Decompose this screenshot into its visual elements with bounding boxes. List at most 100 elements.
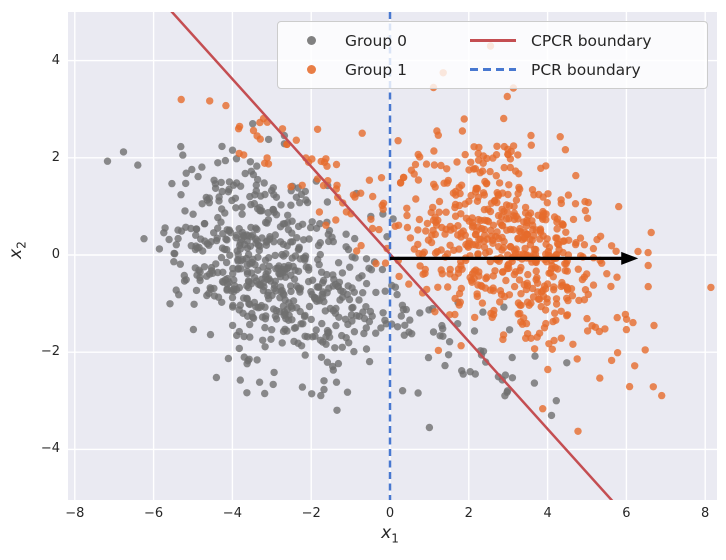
scatter-point: [535, 329, 544, 337]
scatter-point: [498, 205, 506, 214]
scatter-point: [333, 406, 341, 414]
legend-label: Group 1: [345, 60, 407, 79]
scatter-point: [478, 299, 487, 307]
scatter-point: [240, 332, 248, 341]
scatter-point: [196, 273, 204, 282]
scatter-point: [475, 272, 483, 280]
scatter-point: [473, 290, 481, 298]
scatter-point: [301, 351, 309, 359]
scatter-point: [525, 301, 533, 309]
scatter-point: [305, 235, 313, 243]
scatter-point: [481, 231, 489, 239]
scatter-point: [249, 313, 257, 321]
scatter-point: [583, 270, 591, 278]
scatter-point: [190, 300, 198, 308]
scatter-point: [442, 225, 450, 233]
scatter-point: [425, 423, 434, 432]
legend-entry-pcr: PCR boundary: [467, 55, 697, 84]
scatter-point: [437, 161, 445, 170]
scatter-point: [563, 267, 571, 275]
scatter-point: [598, 259, 606, 267]
scatter-point: [251, 274, 259, 282]
scatter-point: [541, 306, 550, 314]
scatter-point: [532, 267, 540, 275]
scatter-point: [523, 330, 532, 338]
scatter-point: [455, 301, 463, 309]
scatter-point: [514, 215, 522, 223]
scatter-point: [226, 251, 234, 259]
scatter-point: [644, 261, 652, 270]
scatter-point: [292, 136, 300, 144]
scatter-point: [405, 280, 413, 288]
scatter-point: [225, 178, 234, 186]
scatter-point: [287, 287, 295, 296]
scatter-point: [544, 190, 552, 198]
scatter-point: [557, 307, 565, 315]
scatter-point: [179, 151, 187, 159]
scatter-point: [264, 216, 273, 224]
scatter-point: [470, 327, 479, 335]
scatter-point: [540, 324, 549, 332]
scatter-point: [446, 265, 454, 274]
scatter-point: [247, 223, 255, 232]
scatter-point: [256, 118, 264, 127]
scatter-point: [589, 244, 598, 253]
scatter-point: [393, 290, 401, 299]
scatter-point: [583, 214, 592, 222]
scatter-point: [520, 281, 528, 289]
scatter-point: [563, 312, 571, 320]
scatter-point: [233, 285, 241, 294]
scatter-point: [506, 155, 515, 163]
scatter-point: [504, 251, 512, 259]
scatter-point: [329, 271, 337, 279]
scatter-point: [443, 165, 451, 173]
scatter-point: [397, 312, 405, 320]
scatter-point: [441, 361, 449, 370]
scatter-point: [308, 155, 316, 163]
scatter-point: [246, 320, 254, 329]
scatter-point: [491, 267, 499, 275]
scatter-point: [498, 233, 506, 242]
scatter-point: [431, 213, 439, 221]
scatter-point: [289, 262, 297, 271]
scatter-point: [532, 226, 540, 234]
scatter-point: [322, 221, 330, 229]
scatter-point: [429, 328, 438, 336]
scatter-point: [346, 263, 354, 271]
scatter-point: [269, 205, 277, 214]
scatter-point: [267, 335, 275, 343]
scatter-point: [504, 190, 512, 199]
scatter-point: [622, 325, 631, 334]
scatter-point: [557, 334, 565, 342]
scatter-point: [505, 181, 513, 189]
scatter-point: [287, 183, 295, 191]
scatter-point: [450, 246, 458, 254]
y-axis-label-sub: 2: [14, 241, 29, 249]
scatter-point: [238, 210, 246, 218]
scatter-point: [215, 197, 223, 205]
scatter-point: [563, 294, 571, 302]
scatter-point: [223, 274, 232, 283]
scatter-point: [372, 259, 380, 268]
scatter-point: [569, 215, 578, 224]
scatter-point: [311, 332, 319, 340]
scatter-point: [508, 353, 516, 362]
scatter-point: [287, 282, 295, 290]
scatter-point: [490, 306, 498, 315]
scatter-point: [521, 250, 529, 259]
x-tick-label: −4: [222, 506, 242, 521]
scatter-point: [552, 397, 560, 405]
scatter-point: [333, 181, 341, 189]
scatter-point: [399, 173, 408, 182]
scatter-point: [649, 383, 657, 391]
scatter-point: [461, 200, 469, 208]
scatter-point: [631, 362, 639, 370]
scatter-point: [347, 311, 356, 319]
scatter-point: [214, 159, 222, 167]
scatter-point: [482, 180, 491, 188]
scatter-point: [218, 142, 226, 151]
scatter-point: [470, 267, 478, 276]
scatter-point: [278, 125, 287, 133]
x-tick-label: 6: [622, 506, 631, 521]
scatter-point: [543, 199, 551, 207]
